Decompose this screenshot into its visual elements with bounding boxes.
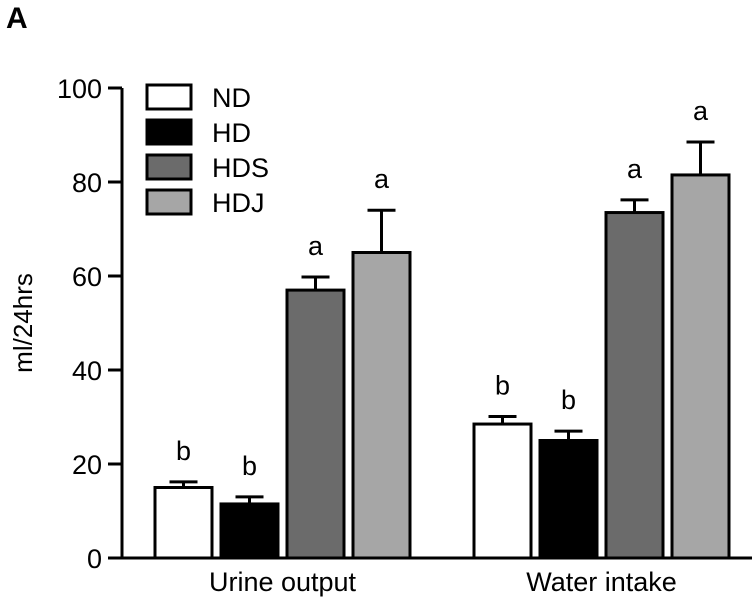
significance-letter: a bbox=[627, 154, 643, 184]
category-label: Urine output bbox=[209, 567, 357, 597]
bar-hdj bbox=[670, 173, 731, 560]
y-axis-label: ml/24hrs bbox=[8, 273, 38, 373]
significance-letter: b bbox=[495, 371, 510, 401]
y-tick-label: 60 bbox=[72, 262, 102, 292]
significance-letter: b bbox=[176, 436, 191, 466]
y-tick-label: 80 bbox=[72, 168, 102, 198]
y-tick-label: 0 bbox=[87, 544, 102, 574]
y-tick-label: 40 bbox=[72, 356, 102, 386]
significance-letter: a bbox=[308, 231, 324, 261]
bar-hd bbox=[219, 502, 280, 560]
legend-label: ND bbox=[212, 83, 251, 113]
bar-hdj bbox=[351, 251, 412, 560]
y-tick-label: 20 bbox=[72, 450, 102, 480]
significance-letter: a bbox=[374, 164, 390, 194]
legend-label: HDS bbox=[212, 153, 269, 183]
significance-letter: b bbox=[242, 451, 257, 481]
significance-letter: a bbox=[693, 96, 709, 126]
y-tick-label: 100 bbox=[57, 74, 102, 104]
bar-hds bbox=[285, 288, 346, 560]
panel-label: A bbox=[6, 2, 28, 35]
legend-swatch-hd bbox=[145, 118, 193, 146]
legend-swatch-nd bbox=[145, 83, 193, 111]
significance-letter: b bbox=[561, 385, 576, 415]
category-label: Water intake bbox=[526, 567, 677, 597]
bar-nd bbox=[472, 422, 533, 560]
bar-nd bbox=[153, 486, 214, 560]
bar-hd bbox=[538, 439, 599, 560]
legend-swatch-hdj bbox=[145, 188, 193, 216]
legend-label: HD bbox=[212, 118, 251, 148]
bar-hds bbox=[604, 211, 665, 560]
legend-label: HDJ bbox=[212, 188, 265, 218]
legend-swatch-hds bbox=[145, 153, 193, 181]
